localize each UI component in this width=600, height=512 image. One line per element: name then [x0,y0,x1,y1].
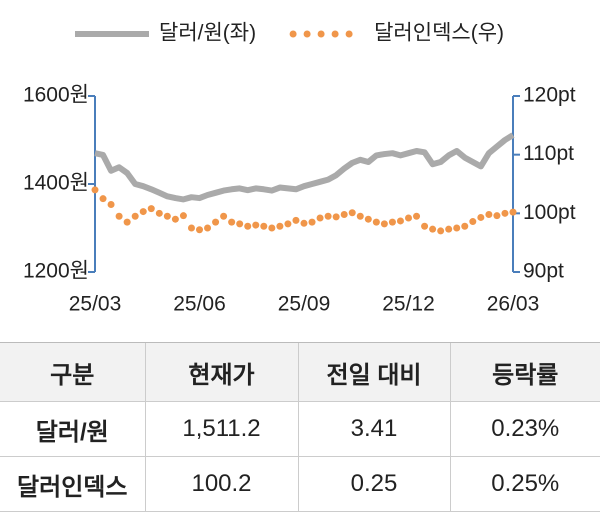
data-point [260,222,268,230]
quote-table: 구분 현재가 전일 대비 등락률 달러/원 1,511.2 3.41 0.23%… [0,342,600,512]
header-row: 구분 현재가 전일 대비 등락률 [0,342,600,402]
data-point [99,195,107,203]
data-point [196,226,203,234]
cell: 3.41 [297,401,450,457]
cell: 1,511.2 [144,401,298,457]
data-point [316,214,324,222]
data-point [228,218,236,226]
data-point [252,221,260,229]
y2-tick-label: 120pt [523,84,576,107]
data-point [413,212,421,220]
data-point [453,224,461,232]
data-point [396,217,404,225]
data-point [324,212,332,220]
data-point [380,220,388,228]
data-point [364,215,372,223]
data-point [445,225,453,233]
data-point [139,208,147,216]
data-point [155,209,163,217]
data-point [276,222,284,230]
y2-tick-label: 100pt [523,201,576,224]
y2-tick-label: 110pt [523,142,574,165]
data-point [477,213,485,221]
data-point [332,213,340,221]
legend-marker [303,30,311,38]
cell: 0.25% [449,456,600,512]
data-point [421,222,429,230]
data-point [437,227,445,235]
legend-marker [317,30,325,38]
data-point [244,222,252,230]
chart: 1200원 1400원 1600원 90pt 100pt 110pt 120pt 25/03 2… [23,22,576,316]
data-point [461,222,469,230]
data-point [405,214,412,222]
data-point [220,212,228,220]
data-point [131,212,139,220]
data-point [187,224,195,232]
data-point [115,212,123,220]
x-tick-label: 25/06 [173,293,226,316]
y-tick-label: 1200원 [23,260,89,283]
legend-label: 달러인덱스(우) [374,22,504,45]
y-tick-label: 1600원 [23,84,89,107]
header-cell: 전일 대비 [297,342,450,402]
data-point [236,220,244,228]
legend-marker [345,30,353,38]
data-point [388,218,396,226]
x-tick-label: 25/09 [278,293,331,316]
data-point [501,209,509,217]
cell: 100.2 [144,456,298,512]
data-point [356,212,364,220]
data-point [429,225,437,233]
row: 달러인덱스 100.2 0.25 0.25% [0,456,600,512]
data-point [268,224,276,232]
legend-marker [289,30,297,38]
header-cell: 구분 [0,342,145,402]
legend-label: 달러/원(좌) [159,22,256,45]
data-point [107,201,115,209]
x-tick-label: 25/03 [69,293,122,316]
data-point [204,224,212,232]
y2-tick-label: 90pt [523,260,564,283]
y-tick-label: 1400원 [23,172,89,195]
data-point [493,212,501,220]
x-tick-label: 26/03 [487,293,540,316]
data-point [171,215,179,223]
data-point [212,218,220,226]
cell: 0.23% [449,401,600,457]
x-tick-label: 25/12 [382,293,435,316]
data-point [509,208,517,216]
cell: 0.25 [297,456,450,512]
data-point [308,218,316,226]
row: 달러/원 1,511.2 3.41 0.23% [0,401,600,457]
data-point [91,186,99,194]
data-point [340,211,348,219]
data-point [485,211,493,219]
data-point [292,216,300,224]
cell: 달러/원 [0,401,145,457]
header-cell: 등락률 [449,342,600,402]
data-point [284,220,292,228]
header-cell: 현재가 [144,342,298,402]
data-point [163,212,171,220]
data-point [348,209,356,217]
series-line [94,132,515,203]
data-point [147,205,155,213]
data-point [179,212,187,220]
data-point [123,218,131,226]
legend-marker [331,30,339,38]
data-point [372,218,380,226]
data-point [300,219,308,227]
cell: 달러인덱스 [0,456,145,512]
data-point [469,218,477,226]
